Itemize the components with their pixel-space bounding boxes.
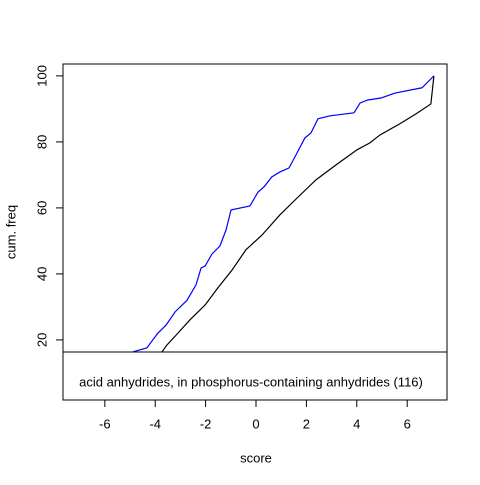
y-tick-label: 40 <box>34 267 49 281</box>
x-axis-label: score <box>240 450 272 465</box>
x-tick-label: -6 <box>99 416 111 431</box>
y-tick-label: 100 <box>34 65 49 87</box>
x-tick-label: 4 <box>353 416 360 431</box>
plot-frame <box>62 63 448 401</box>
y-tick-label: 20 <box>34 333 49 347</box>
x-tick-label: -2 <box>200 416 212 431</box>
series-line <box>132 75 435 353</box>
y-tick-label: 60 <box>34 201 49 215</box>
x-tick-label: 2 <box>303 416 310 431</box>
x-tick-label: 0 <box>252 416 259 431</box>
x-tick-label: -4 <box>149 416 161 431</box>
legend-text: acid anhydrides, in phosphorus-containin… <box>79 374 423 389</box>
y-tick-label: 80 <box>34 135 49 149</box>
series-line <box>161 75 435 353</box>
x-tick-label: 6 <box>404 416 411 431</box>
legend-box <box>62 351 448 401</box>
y-axis-label: cum. freq <box>3 205 18 259</box>
